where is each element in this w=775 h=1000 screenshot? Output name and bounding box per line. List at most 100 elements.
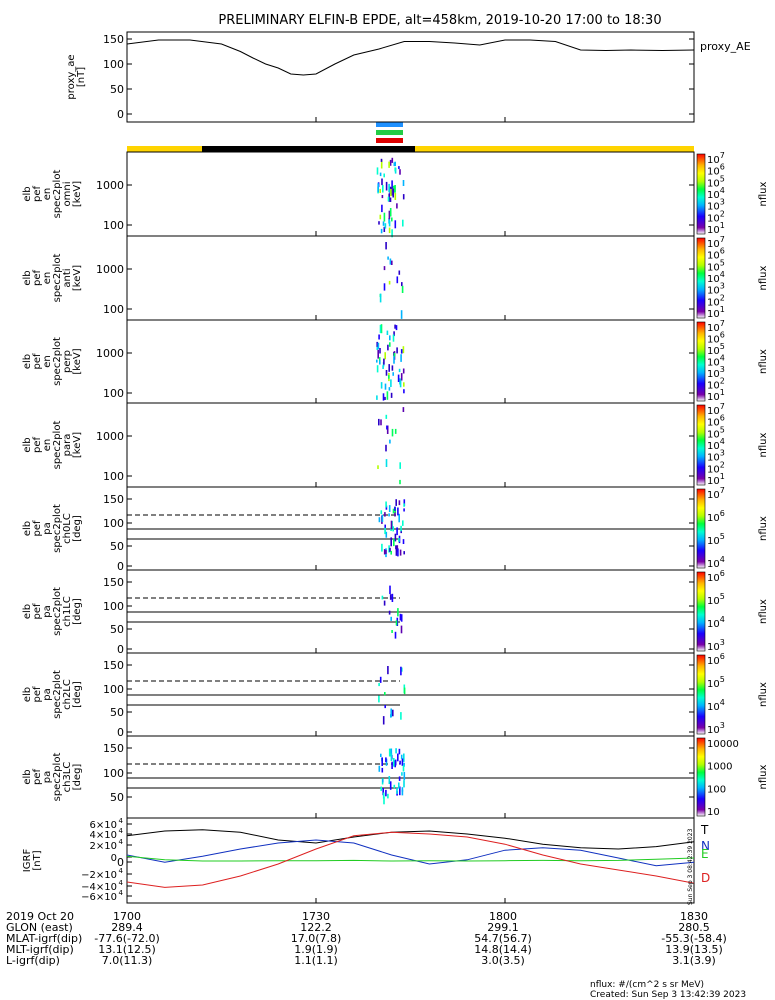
spectrogram-pixel [385,181,388,191]
proxy-ae-label: proxy_AE [700,40,751,53]
y-tick-label: −6×10 [81,892,117,903]
spectrogram-pixel [398,270,401,275]
panel-ch2LC: elb pef pa spec2plot ch2LC [deg] 150 100 50 0 106 1… [22,652,769,739]
axis-label-line: [nT] [32,850,43,870]
colorbar-label: nflux [758,432,769,457]
spectrogram-pixel [396,347,398,354]
panel-perp: elb pef en spec2plot perp [keV] 10001001071061… [22,319,769,404]
spectrogram-pixel [401,758,404,766]
spectrogram-pixel [395,548,398,556]
footer-value: 17.0(7.8) [291,932,342,945]
spectrogram-pixel [402,180,405,186]
spectrogram-pixel [394,759,397,766]
y-tick-exponent: 4 [119,879,124,887]
spectrogram-pixel [381,514,384,522]
y-tick-label: 50 [110,83,124,96]
spectrogram-pixel [389,335,391,341]
spectrogram-pixel [381,178,383,186]
colorbar-label: nflux [758,764,769,789]
axis-label-line: [keV] [72,348,83,374]
spectrogram-pixel [398,513,400,523]
spectrogram-pixel [394,185,396,193]
spectrogram-pixel [392,508,395,514]
axis-label-line: pa [42,605,53,617]
spectrogram-pixel [402,765,405,772]
colorbar-tick-label: 106 [707,569,725,584]
spectrogram-pixel [399,760,401,765]
spectrogram-pixel [393,538,395,547]
spectrogram-pixel [400,614,403,622]
spectrogram-pixel [403,753,405,762]
spectrogram-pixel [380,753,382,757]
event-marker-bars [376,122,403,143]
axis-label-line: pef [32,769,43,786]
y-tick-label: 1000 [96,263,124,276]
spectrogram-pixel [398,368,401,373]
spectrogram-pixel [385,370,388,376]
spectrogram-pixel [393,352,396,357]
y-tick-label: 100 [103,517,124,530]
spectrogram-pixel [388,505,391,512]
spectrogram-pixel [384,527,386,535]
spectrogram-pixel [403,389,405,394]
spectrogram-pixel [388,545,390,553]
legend-N: N [701,839,710,853]
spectrogram-pixel [380,324,383,334]
spectrogram-pixel [385,242,387,250]
spectrogram-pixel [383,796,385,805]
spectrogram-pixel [382,779,384,783]
panel-frame [126,817,695,904]
spectrogram-pixel [385,531,388,538]
axis-label-line: elb [22,687,33,702]
spectrogram-pixel [381,595,384,600]
spectrogram-pixel [403,503,405,507]
y-tick-label: 100 [103,600,124,613]
y-tick-exponent: 4 [119,867,124,875]
spectrogram-pixel [394,161,396,167]
spectrogram-pixel [402,407,405,412]
footer: 2019 Oct 20 1700 1730 1800 1830 GLON (east) 28… [6,910,727,967]
y-tick-label: 1000 [96,347,124,360]
spectrogram-pixel [382,221,385,226]
footer-value: -55.3(-58.4) [661,932,727,945]
spectrogram-pixel [380,510,383,515]
spectrogram-pixel [383,212,386,222]
y-tick-exponent: 4 [119,827,124,835]
footer-value: 122.2 [300,921,332,934]
colorbar-tick-label: 103 [707,721,725,736]
panel-igrf: IGRF [nT] 06×10 44×10 42×10 40−2×10 4−4×10 4−6×… [22,817,710,905]
spectrogram-pixel [400,373,403,381]
spectrogram-pixel [386,391,389,400]
y-tick-label: 100 [103,303,124,316]
panel-ch1LC: elb pef pa spec2plot ch1LC [deg] 150 100 50 0 106 1… [22,569,769,656]
axis-label-line: spec2plot [52,753,63,802]
marker-bar-blue [376,122,403,127]
spectrogram-pixel [401,787,404,792]
colorbar-label: nflux [758,181,769,206]
spectrogram-pixel [396,276,399,284]
spectrogram-pixel [389,197,392,202]
y-tick-label: 0 [117,643,124,656]
spectrogram-pixel [388,748,391,757]
spectrogram-pixel [392,709,394,717]
axis-label-line: proxy_ae [66,54,77,99]
axis-label-line: [keV] [72,181,83,207]
spectrogram-pixel [399,786,401,796]
spectrogram-pixel [388,387,391,391]
spectrogram-pixel [386,330,389,335]
footer-value: 7.0(11.3) [102,954,153,967]
y-tick-label: 50 [110,706,124,719]
spectrogram-pixel [378,334,380,340]
spectrogram-pixel [403,382,405,387]
spectrogram-pixel [385,459,388,467]
y-tick-label: 50 [110,623,124,636]
spectrogram-pixel [401,667,403,672]
spectrogram-pixel [378,765,381,772]
spectrogram-pixel [394,324,396,329]
y-tick-label: 100 [103,767,124,780]
spectrogram-pixel [388,161,390,168]
spectrogram-pixel [399,479,401,485]
spectrogram-pixel [401,789,404,796]
spectrogram-pixel [379,360,381,365]
spectrogram-pixel [395,545,397,550]
